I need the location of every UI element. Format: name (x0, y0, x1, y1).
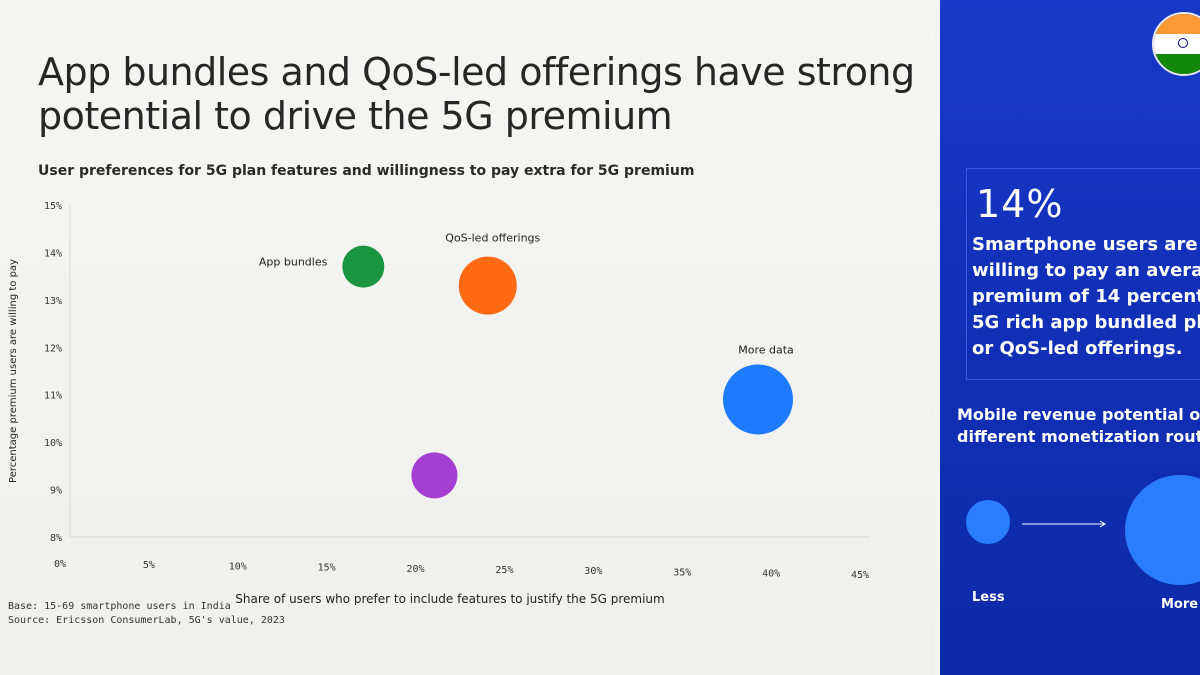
data-point (458, 256, 517, 315)
y-axis-title: Percentage premium users are willing to … (8, 259, 19, 483)
x-tick-label: 20% (407, 564, 425, 575)
sidebar-panel: 14% Smartphone users are willing to pay … (940, 0, 1200, 675)
chart-title: User preferences for 5G plan features an… (38, 163, 695, 179)
y-tick-label: 10% (44, 438, 62, 449)
revenue-title: Mobile revenue potential of different mo… (957, 404, 1200, 448)
slide-title-line2: potential to drive the 5G premium (38, 94, 673, 138)
data-point-label: QoS-led offerings (445, 232, 540, 245)
x-tick-label: 15% (318, 563, 336, 574)
stat-description: Smartphone users are willing to pay an a… (972, 232, 1200, 362)
y-tick-label: 15% (44, 201, 62, 212)
y-tick-label: 14% (44, 248, 62, 259)
stat-line: willing to pay an avera (972, 260, 1200, 281)
data-point (342, 245, 385, 288)
more-label: More (1161, 597, 1199, 612)
x-tick-label: 30% (584, 566, 602, 577)
revenue-title-line: Mobile revenue potential of (957, 405, 1200, 424)
more-revenue-bubble (1125, 475, 1200, 585)
x-axis-title: Share of users who prefer to include fea… (235, 592, 664, 605)
stat-box (966, 168, 1200, 380)
data-point-label: App bundles (259, 256, 328, 269)
stat-line: or QoS-led offerings. (972, 338, 1183, 359)
data-point-label: More data (738, 343, 794, 356)
data-point (723, 364, 793, 435)
x-tick-label: 0% (54, 559, 66, 570)
footnote-source: Source: Ericsson ConsumerLab, 5G's value… (8, 615, 285, 626)
stat-value: 14% (976, 182, 1064, 226)
slide: App bundles and QoS-led offerings have s… (0, 0, 935, 675)
x-tick-label: 5% (143, 560, 155, 571)
y-tick-label: 8% (50, 533, 62, 544)
stat-line: Smartphone users are (972, 234, 1198, 255)
y-tick-label: 9% (50, 486, 62, 497)
y-tick-label: 13% (44, 296, 62, 307)
data-point (411, 452, 458, 499)
stat-line: premium of 14 percent (972, 286, 1200, 307)
x-tick-label: 40% (762, 569, 780, 580)
x-tick-label: 10% (229, 561, 247, 572)
footnote-base: Base: 15-69 smartphone users in India (8, 601, 231, 612)
india-flag-icon (1152, 12, 1200, 76)
slide-title-line1: App bundles and QoS-led offerings have s… (38, 50, 915, 94)
footnote: Base: 15-69 smartphone users in India So… (8, 600, 285, 628)
x-tick-label: 25% (495, 565, 513, 576)
y-tick-label: 12% (44, 343, 62, 354)
arrow-right-icon (1022, 520, 1106, 528)
slide-title: App bundles and QoS-led offerings have s… (38, 50, 918, 138)
less-revenue-bubble (966, 500, 1010, 544)
revenue-title-line: different monetization route (957, 427, 1200, 446)
y-tick-label: 11% (44, 391, 62, 402)
stat-line: 5G rich app bundled pl (972, 312, 1200, 333)
x-tick-label: 45% (851, 570, 869, 581)
less-label: Less (972, 590, 1005, 605)
x-tick-label: 35% (673, 567, 691, 578)
scatter-chart: 8% 9% 10% 11% 12% 13% 14% 15% 0% 5% 10% 15% 20% 25% 30… (8, 201, 870, 605)
